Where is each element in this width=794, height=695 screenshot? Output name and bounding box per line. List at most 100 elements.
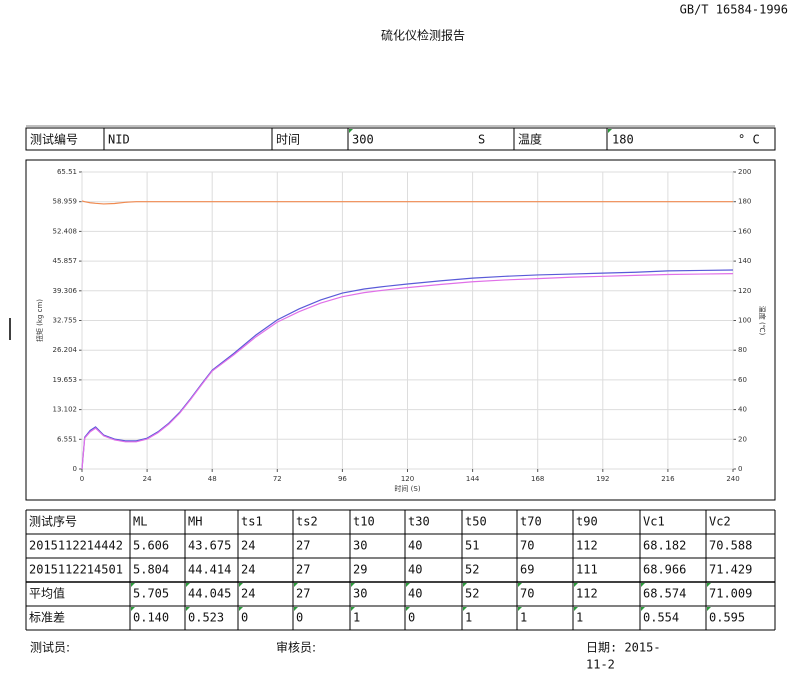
info-cell: 温度 [518,132,542,147]
table-cell: 68.966 [643,563,686,577]
cell-marker [518,583,522,587]
y2-tick-label: 200 [738,168,751,176]
y-tick-label: 52.408 [53,227,78,235]
y-tick-label: 58.959 [53,198,78,206]
cell-marker [406,607,410,611]
table-cell: 24 [241,563,255,577]
y-tick-label: 26.204 [53,346,78,354]
table-cell: 平均值 [29,586,65,601]
table-cell: 40 [408,587,422,601]
y-tick-label: 13.102 [53,406,78,414]
y2-tick-label: 160 [738,227,751,235]
data-line [81,269,734,470]
y-tick-label: 6.551 [57,435,77,443]
table-header-cell: 测试序号 [29,514,77,529]
table-cell: 44.414 [188,563,231,577]
table-cell: 27 [296,587,310,601]
table-cell: 0.595 [709,611,745,625]
tester-label: 测试员: [30,640,70,655]
cell-marker [574,583,578,587]
x-tick-label: 96 [338,475,347,483]
table-cell: 51 [465,539,479,553]
table-cell: 2015112214442 [29,539,123,553]
table-cell: 24 [241,539,255,553]
table-header-cell: t90 [576,515,598,529]
table-cell: 27 [296,539,310,553]
info-cell: 测试编号 [30,132,78,147]
info-cell: 180 [612,133,634,147]
table-cell: 1 [576,611,583,625]
table-cell: 5.606 [133,539,169,553]
table-cell: 111 [576,563,598,577]
y2-tick-label: 80 [738,346,747,354]
table-header-cell: t50 [465,515,487,529]
y2-tick-label: 0 [738,465,742,473]
table-cell: 69 [520,563,534,577]
table-cell: 1 [465,611,472,625]
cell-marker [707,583,711,587]
x-tick-label: 168 [531,475,544,483]
y2-tick-label: 180 [738,198,751,206]
table-cell: 29 [353,563,367,577]
table-cell: 70 [520,539,534,553]
table-cell: 70.588 [709,539,752,553]
cell-marker [186,583,190,587]
table-cell: 52 [465,587,479,601]
cell-marker [239,583,243,587]
table-cell: 标准差 [29,611,65,625]
cell-marker [641,607,645,611]
y2-tick-label: 40 [738,406,747,414]
y2-tick-label: 120 [738,287,751,295]
info-cell: ° C [738,133,760,147]
cell-marker [294,607,298,611]
table-header-cell: ts2 [296,515,318,529]
data-line [81,273,734,470]
table-header-cell: Vc2 [709,515,731,529]
cell-marker [239,607,243,611]
x-tick-label: 216 [661,475,675,483]
table-header-cell: ML [133,515,147,529]
info-cell: 300 [352,133,374,147]
standard-number: GB/T 16584-1996 [680,3,788,17]
report-title: 硫化仪检测报告 [381,28,465,43]
table-cell: 0 [241,611,248,625]
x-tick-label: 120 [401,475,414,483]
x-tick-label: 24 [143,475,152,483]
cell-marker [608,129,612,133]
info-cell: 时间 [276,133,300,147]
cell-marker [641,583,645,587]
y-tick-label: 32.755 [53,317,78,325]
table-cell: 43.675 [188,539,231,553]
chart-box [25,159,776,501]
y2-tick-label: 20 [738,435,747,443]
cell-marker [406,583,410,587]
info-box [25,127,776,151]
table-header-cell: t70 [520,515,542,529]
table-header-cell: ts1 [241,515,263,529]
table-cell: 0.523 [188,611,224,625]
x-tick-label: 0 [80,475,84,483]
table-cell: 52 [465,563,479,577]
y-tick-label: 45.857 [53,257,78,265]
cell-marker [707,607,711,611]
table-cell: 30 [353,587,367,601]
y-axis-title: 扭矩 (kg cm) [35,299,44,342]
y-tick-label: 39.306 [53,287,78,295]
data-line [81,200,733,205]
y2-tick-label: 100 [738,317,751,325]
table-cell: 71.429 [709,563,752,577]
table-cell: 0 [408,611,415,625]
cell-marker [463,583,467,587]
x-tick-label: 240 [726,475,739,483]
date-line: 日期: 2015- [586,641,661,655]
cell-marker [351,607,355,611]
y2-tick-label: 60 [738,376,747,384]
cell-marker [349,129,353,133]
table-cell: 40 [408,563,422,577]
cell-marker [294,583,298,587]
table-header-cell: t10 [353,515,375,529]
table-cell: 2015112214501 [29,563,123,577]
cell-marker [186,607,190,611]
y2-axis-title: 温度 (℃) [758,306,767,336]
